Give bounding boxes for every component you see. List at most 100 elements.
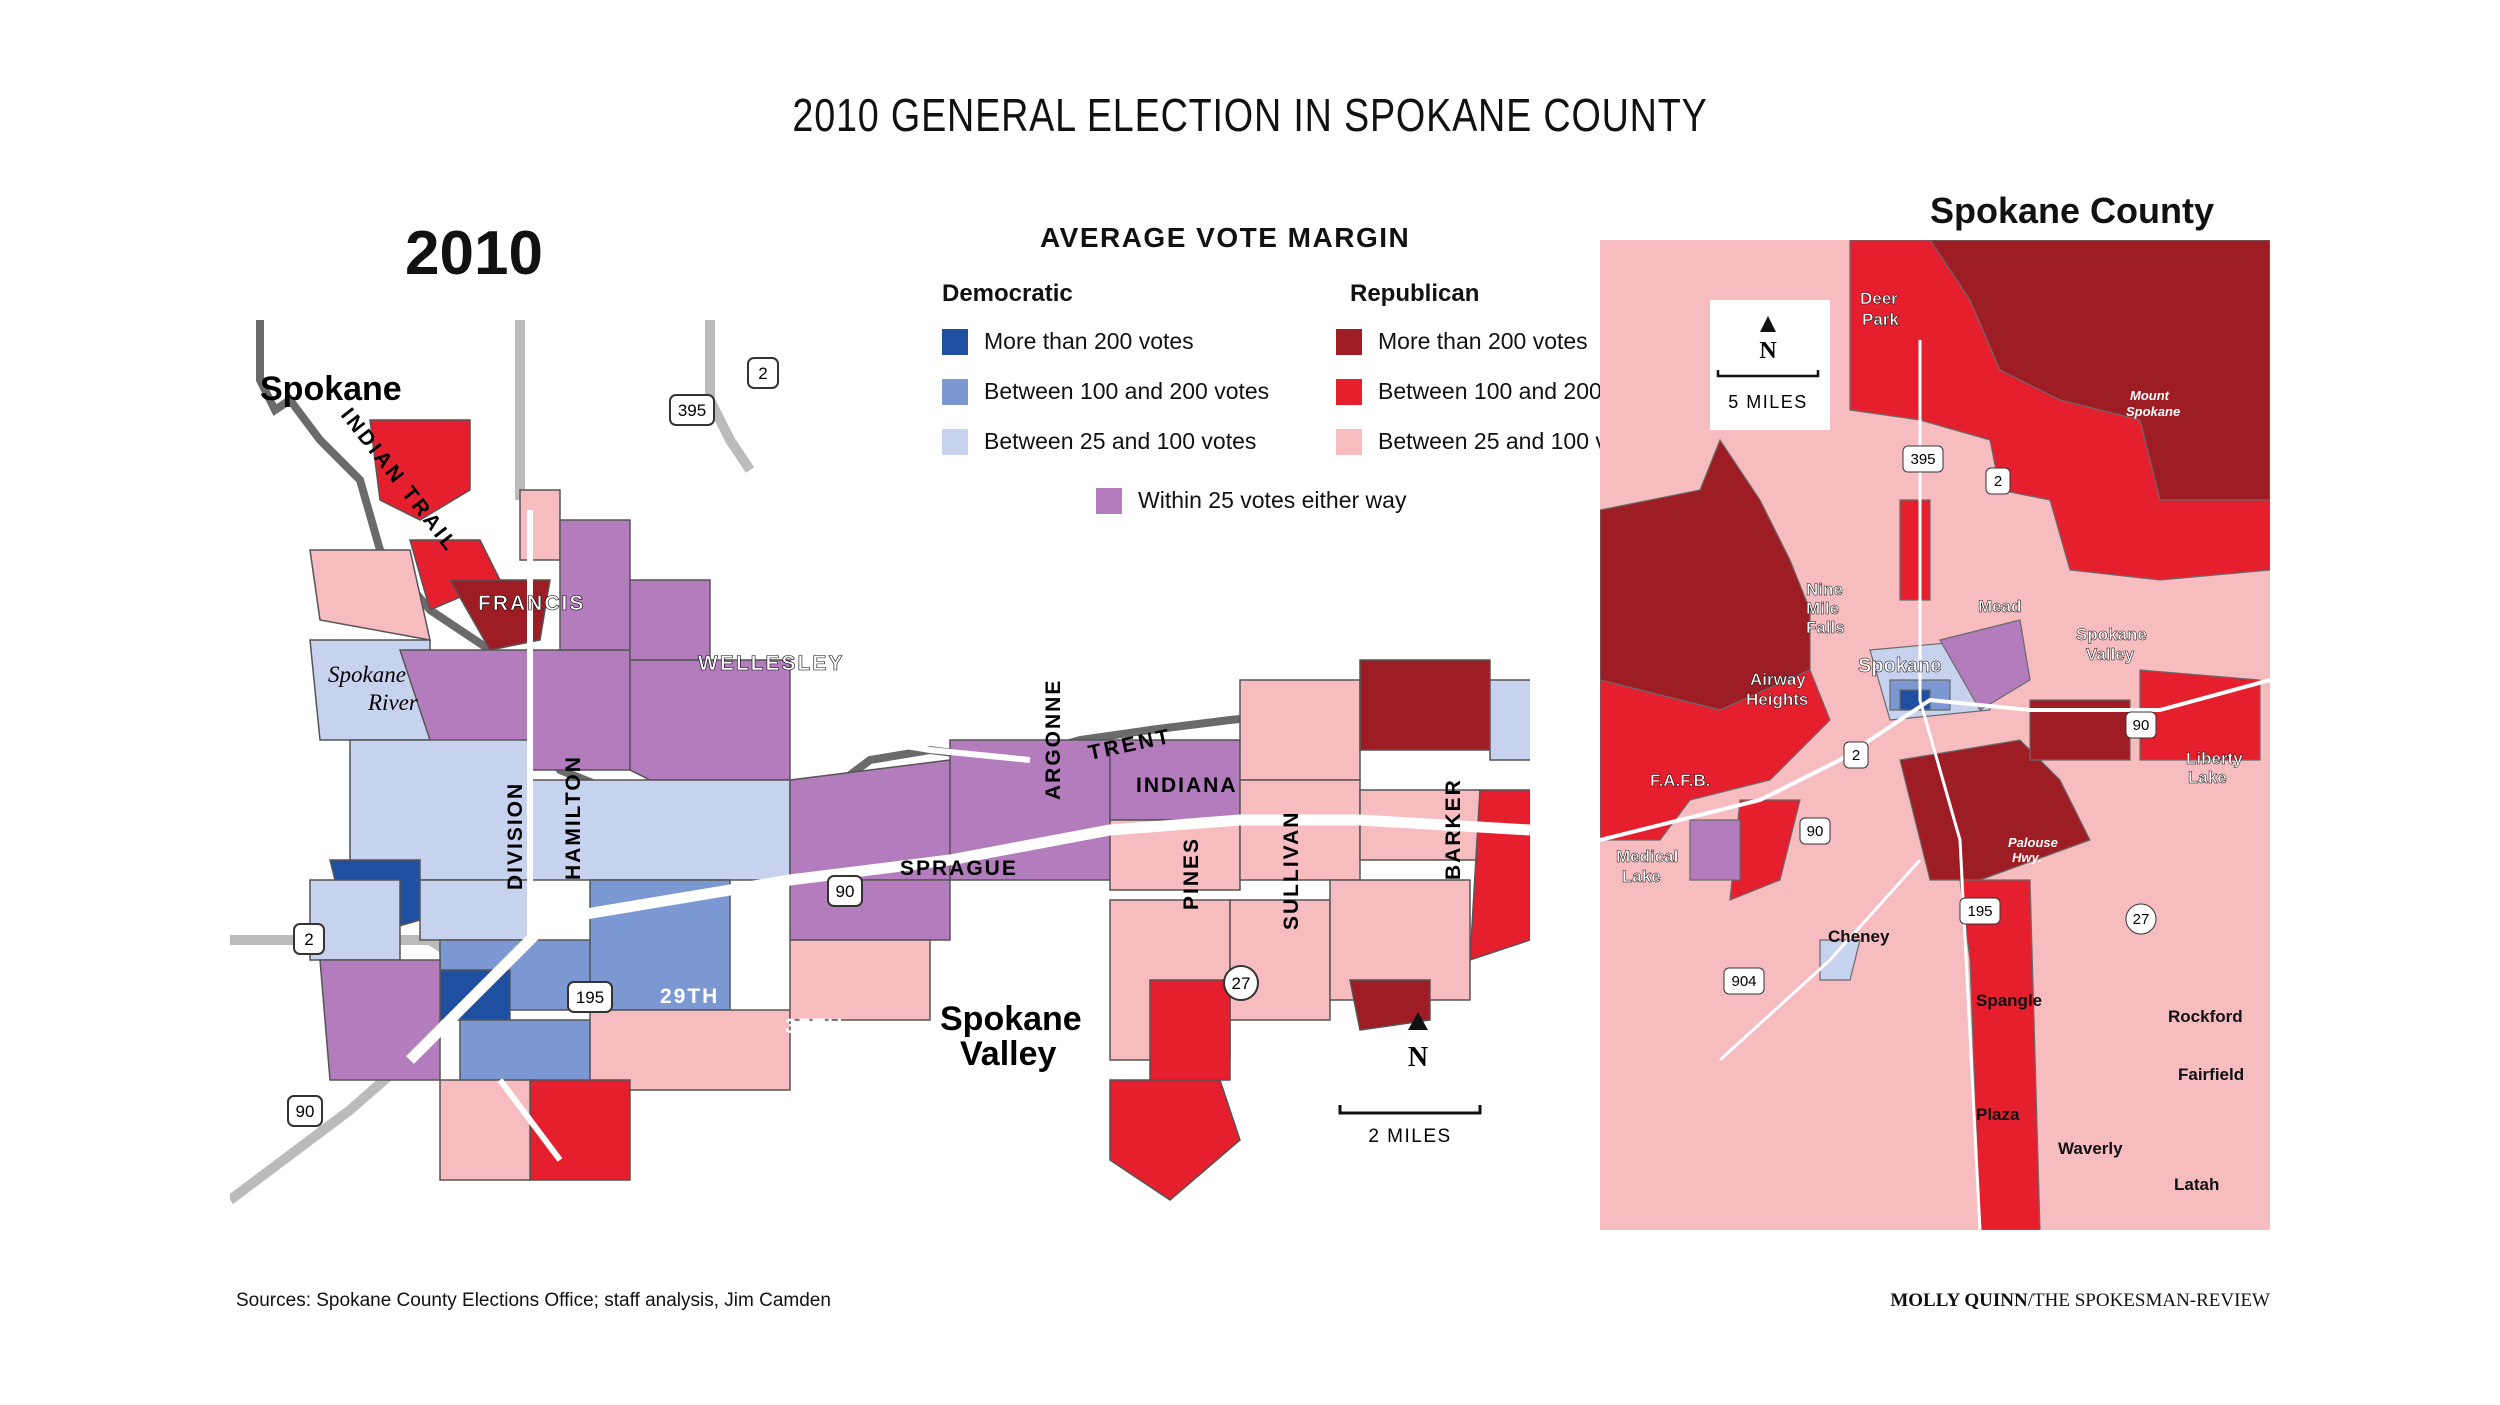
place-plaza: Plaza [1976,1105,2020,1124]
shield-27: 27 [1223,965,1259,1001]
place-spokane-valley-1: Spokane [2076,625,2147,644]
shield-395: 395 [669,394,715,426]
shield-27: 27 [2125,903,2157,935]
legend-label: Between 25 and 100 votes [984,428,1257,454]
credit-line: MOLLY QUINN/THE SPOKESMAN-REVIEW [1850,1290,2270,1312]
place-spangle: Spangle [1976,991,2042,1010]
label-barker: BARKER [1442,778,1465,880]
shield-2-north: 2 [747,357,779,389]
legend-swatch [1336,328,1362,355]
year-label: 2010 [405,219,543,288]
svg-text:2: 2 [304,930,313,949]
legend-swatch [1336,428,1362,455]
svg-text:2 MILES: 2 MILES [1368,1126,1451,1147]
legend-republican-heading: Republican [1350,280,1480,307]
place-mount-spokane-2: Spokane [2126,404,2180,419]
place-cheney: Cheney [1828,927,1890,946]
legend-rep-strong: More than 200 votes [1336,328,1588,355]
svg-text:N: N [1408,1042,1428,1073]
svg-text:395: 395 [678,401,706,420]
svg-text:90: 90 [2133,717,2150,734]
shield-2-west: 2 [1843,741,1869,769]
svg-text:27: 27 [2133,911,2150,928]
place-airway-2: Heights [1746,690,1808,709]
shield-90-east: 90 [827,875,863,907]
label-spokane-valley-1: Spokane [940,1000,1082,1038]
county-map-title: Spokane County [1930,190,2215,231]
place-nine-mile-3: Falls [1806,618,1845,637]
shield-195: 195 [567,981,613,1013]
scale-bar: 2 MILES [1338,1105,1482,1147]
sources-note: Sources: Spokane County Elections Office… [236,1290,831,1311]
legend-label: More than 200 votes [1378,328,1588,354]
label-hamilton: HAMILTON [562,755,585,880]
precincts [309,419,1530,1201]
label-sullivan: SULLIVAN [1280,811,1303,930]
label-29th: 29TH [660,985,719,1008]
place-liberty-2: Lake [2188,768,2227,787]
legend-tossup: Within 25 votes either way [1096,487,1406,514]
svg-text:5 MILES: 5 MILES [1728,392,1808,412]
place-palouse-2: Hwy. [2012,850,2042,865]
place-fafb: F.A.F.B. [1650,771,1710,790]
legend-democratic-heading: Democratic [942,280,1073,307]
label-wellesley: WELLESLEY [698,652,844,675]
svg-text:90: 90 [296,1102,315,1121]
legend-title: AVERAGE VOTE MARGIN [1040,222,1411,253]
shield-2: 2 [1985,467,2011,495]
place-fairfield: Fairfield [2178,1065,2244,1084]
legend-label: Between 100 and 200 votes [984,378,1270,404]
svg-text:195: 195 [1967,903,1992,920]
place-deer-park-2: Park [1862,310,1899,329]
place-palouse-1: Palouse [2008,835,2058,850]
legend-dem-strong: More than 200 votes [942,328,1194,355]
place-mount-spokane-1: Mount [2130,388,2170,403]
shield-90-west: 90 [287,1095,323,1127]
legend-dem-mid: Between 100 and 200 votes [942,378,1269,405]
label-spokane-river-1: Spokane [328,662,406,687]
label-spokane-valley-2: Valley [960,1035,1057,1073]
place-deer-park-1: Deer [1860,289,1898,308]
place-medical-2: Lake [1622,867,1661,886]
label-francis: FRANCIS [478,592,585,615]
legend-swatch [1096,487,1122,514]
place-medical-1: Medical [1616,847,1678,866]
legend-swatch [1336,378,1362,405]
legend-dem-weak: Between 25 and 100 votes [942,428,1256,455]
county-precinct-map: Deer Park Nine Mile Falls Mead Spokane S… [1600,240,2270,1230]
north-arrow: N [1408,1012,1428,1073]
shield-195: 195 [1959,897,2001,925]
svg-text:N: N [1759,338,1777,364]
page-title: 2010 GENERAL ELECTION IN SPOKANE COUNTY [792,89,1708,141]
svg-text:27: 27 [1232,974,1251,993]
credit-name: MOLLY QUINN [1890,1290,2028,1311]
legend-swatch [942,328,968,355]
legend-label: More than 200 votes [984,328,1194,354]
label-argonne: ARGONNE [1042,679,1065,800]
place-mead: Mead [1978,597,2021,616]
svg-text:90: 90 [836,882,855,901]
place-liberty-1: Liberty [2186,749,2243,768]
legend-swatch [942,428,968,455]
hwy-2-north [705,320,755,473]
label-spokane: Spokane [260,370,402,408]
city-precinct-map: Spokane INDIAN TRAIL FRANCIS WELLESLEY S… [230,320,1530,1204]
label-spokane-river-2: River [367,690,419,715]
shield-395: 395 [1902,445,1944,473]
svg-text:90: 90 [1807,823,1824,840]
shield-904: 904 [1723,967,1765,995]
svg-text:195: 195 [576,988,604,1007]
svg-text:2: 2 [1994,473,2002,490]
north-arrow: N 5 MILES [1710,300,1830,430]
legend-swatch [942,378,968,405]
place-spokane-valley-2: Valley [2086,645,2135,664]
legend-label: Within 25 votes either way [1138,487,1407,513]
place-nine-mile-2: Mile [1806,599,1839,618]
svg-text:2: 2 [1852,747,1860,764]
shield-90-east: 90 [2125,711,2157,739]
svg-text:904: 904 [1731,973,1756,990]
shield-2-west: 2 [293,923,325,955]
place-latah: Latah [2174,1175,2219,1194]
place-spokane: Spokane [1858,655,1941,677]
place-waverly: Waverly [2058,1139,2123,1158]
